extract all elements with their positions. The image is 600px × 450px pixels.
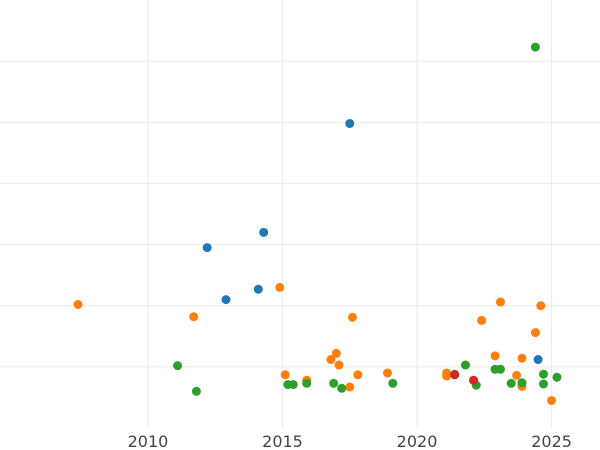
data-point-s1-18 xyxy=(517,353,527,363)
x-tick-label-2: 2020 xyxy=(397,432,438,450)
data-point-s1-8 xyxy=(345,382,355,392)
data-point-s3-0 xyxy=(450,370,460,380)
data-point-s1-3 xyxy=(280,370,290,380)
data-point-s1-7 xyxy=(334,360,344,370)
data-point-s2-14 xyxy=(517,378,527,388)
x-tick-label-1: 2015 xyxy=(262,432,303,450)
data-point-s1-13 xyxy=(442,371,452,381)
data-point-s2-7 xyxy=(388,378,398,388)
data-point-s1-20 xyxy=(530,328,540,338)
data-point-s1-14 xyxy=(477,315,487,325)
data-point-s1-15 xyxy=(490,351,500,361)
data-point-s1-0 xyxy=(73,299,83,309)
data-point-s0-4 xyxy=(345,119,355,129)
grid-lines xyxy=(0,0,600,428)
data-point-s2-6 xyxy=(337,383,347,393)
data-point-s1-2 xyxy=(275,282,285,292)
data-point-s0-5 xyxy=(533,355,543,365)
x-tick-label-0: 2010 xyxy=(128,432,169,450)
data-point-s1-17 xyxy=(512,370,522,380)
data-point-s1-11 xyxy=(382,368,392,378)
data-point-s1-9 xyxy=(347,312,357,322)
x-tick-label-3: 2025 xyxy=(531,432,572,450)
data-point-s2-17 xyxy=(538,379,548,389)
data-point-s0-2 xyxy=(253,284,263,294)
data-point-s2-9 xyxy=(460,360,470,370)
data-point-s2-1 xyxy=(191,386,201,396)
data-point-s2-3 xyxy=(288,380,298,390)
data-point-s1-5 xyxy=(326,355,336,365)
data-point-s2-15 xyxy=(530,42,540,52)
x-axis-tick-labels: 2010 2015 2020 2025 xyxy=(128,432,572,450)
data-point-s2-4 xyxy=(302,378,312,388)
data-point-s2-0 xyxy=(173,361,183,371)
data-point-s0-0 xyxy=(202,243,212,253)
data-point-s1-6 xyxy=(331,348,341,358)
data-point-s3-1 xyxy=(469,375,479,385)
data-point-s1-10 xyxy=(353,370,363,380)
data-point-s2-5 xyxy=(329,378,339,388)
data-point-s2-16 xyxy=(538,369,548,379)
data-point-s1-1 xyxy=(189,312,199,322)
data-point-s1-22 xyxy=(547,395,557,405)
data-point-s1-21 xyxy=(536,301,546,311)
data-points xyxy=(73,42,562,405)
data-point-s2-18 xyxy=(552,372,562,382)
data-point-s2-13 xyxy=(506,378,516,388)
data-point-s1-16 xyxy=(495,297,505,307)
data-point-s0-1 xyxy=(221,295,231,305)
data-point-s2-12 xyxy=(495,364,505,374)
data-point-s0-3 xyxy=(259,227,269,237)
